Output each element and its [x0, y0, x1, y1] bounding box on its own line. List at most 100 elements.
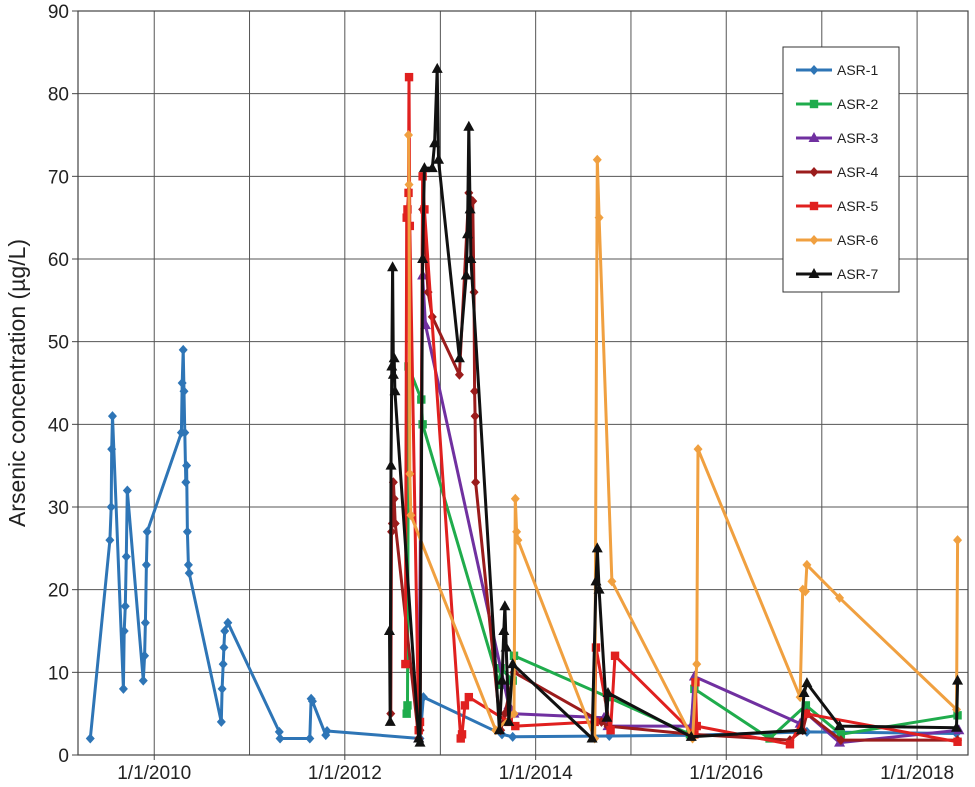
series-line-asr-1: [88, 348, 958, 740]
legend-marker-asr-5: [809, 201, 819, 211]
data-point-asr-1: [118, 683, 128, 694]
data-point-asr-1: [508, 731, 518, 742]
series-asr-1: [85, 344, 962, 744]
y-axis-ticks: 0 10 20 30 40 50 60 70 80 90: [48, 2, 78, 767]
data-point-asr-1: [138, 675, 148, 686]
data-point-asr-1: [122, 485, 132, 496]
x-tick-label: 1/1/2010: [117, 763, 191, 784]
data-point-asr-7: [591, 542, 603, 553]
data-point-asr-1: [120, 601, 130, 612]
data-point-asr-2: [495, 680, 504, 689]
data-point-asr-1: [216, 716, 226, 727]
legend-item-asr-1: ASR-1: [796, 62, 878, 78]
data-point-asr-1: [119, 626, 129, 636]
data-point-asr-7: [386, 360, 398, 371]
data-point-asr-7: [602, 687, 614, 697]
data-point-asr-4: [454, 369, 464, 380]
legend-marker-asr-1: [809, 65, 819, 75]
data-point-asr-7: [503, 715, 515, 726]
data-point-asr-1: [140, 617, 150, 628]
legend-marker-asr-7: [808, 268, 820, 278]
data-point-asr-7: [387, 261, 399, 272]
data-point-asr-1: [220, 626, 230, 636]
data-point-asr-1: [182, 460, 192, 471]
data-point-asr-6: [800, 586, 810, 597]
data-point-asr-7: [463, 120, 475, 131]
data-point-asr-1: [140, 650, 150, 661]
data-point-asr-1: [107, 411, 117, 422]
x-tick-label: 1/1/2012: [308, 763, 382, 784]
data-point-asr-1: [184, 568, 194, 579]
y-tick-label: 80: [48, 85, 69, 106]
data-point-asr-7: [507, 658, 519, 669]
data-point-asr-1: [85, 733, 95, 744]
data-point-asr-1: [322, 726, 332, 737]
data-point-asr-5: [464, 692, 474, 702]
y-tick-label: 70: [48, 167, 69, 188]
data-point-asr-7: [387, 368, 399, 379]
data-point-asr-1: [180, 427, 190, 438]
data-point-asr-1: [218, 659, 228, 670]
y-tick-label: 40: [48, 415, 69, 436]
data-point-asr-7: [798, 687, 810, 697]
data-point-asr-7: [951, 721, 963, 732]
data-point-asr-1: [105, 535, 115, 546]
plot-frame: [77, 10, 969, 756]
data-point-asr-1: [178, 344, 188, 355]
legend-label-asr-6: ASR-6: [837, 232, 878, 248]
legend-label-asr-3: ASR-3: [837, 130, 878, 146]
data-point-asr-5: [401, 659, 410, 669]
x-tick-label: 1/1/2014: [499, 763, 573, 784]
data-point-asr-6: [513, 535, 523, 546]
data-point-asr-7: [429, 137, 441, 148]
data-point-asr-5: [402, 213, 411, 222]
data-point-asr-6: [693, 444, 703, 455]
data-point-asr-1: [181, 477, 191, 488]
data-point-asr-5: [610, 651, 620, 660]
data-point-asr-1: [274, 726, 284, 737]
data-point-asr-7: [465, 253, 477, 263]
legend-item-asr-7: ASR-7: [796, 266, 878, 282]
data-point-asr-1: [182, 526, 192, 537]
data-point-asr-1: [179, 386, 189, 397]
data-point-asr-7: [593, 583, 605, 594]
data-point-asr-7: [952, 674, 964, 685]
legend: ASR-1 ASR-2 ASR-3 ASR-4 ASR-5 ASR-6 ASR-7: [782, 46, 900, 293]
data-point-asr-5: [801, 709, 811, 718]
data-point-asr-4: [836, 735, 846, 746]
data-point-asr-4: [471, 477, 481, 488]
data-point-asr-2: [403, 701, 412, 710]
data-point-asr-7: [389, 385, 401, 396]
data-point-asr-7: [383, 625, 395, 635]
data-point-asr-6: [692, 659, 702, 670]
data-point-asr-6: [404, 130, 414, 140]
data-point-asr-7: [464, 203, 476, 214]
data-point-asr-7: [601, 711, 613, 722]
data-point-asr-6: [406, 510, 416, 521]
data-point-asr-6: [607, 576, 617, 587]
legend-marker-asr-6: [809, 235, 819, 245]
data-point-asr-7: [499, 600, 511, 611]
data-point-asr-5: [785, 740, 795, 749]
data-point-asr-5: [460, 701, 470, 710]
data-point-asr-6: [592, 154, 602, 165]
data-point-asr-5: [953, 737, 962, 746]
data-point-asr-6: [594, 212, 604, 223]
data-point-asr-2: [801, 701, 811, 710]
data-point-asr-4: [390, 518, 400, 529]
y-tick-label: 10: [48, 663, 69, 684]
data-point-asr-1: [275, 733, 285, 744]
data-point-asr-1: [217, 683, 227, 694]
data-point-asr-7: [795, 724, 807, 735]
data-point-asr-7: [414, 736, 426, 747]
data-point-asr-7: [801, 677, 813, 688]
data-point-asr-2: [402, 709, 411, 718]
data-point-asr-1: [219, 642, 229, 653]
y-tick-label: 60: [48, 250, 69, 271]
legend-item-asr-5: ASR-5: [796, 198, 878, 214]
data-point-asr-7: [433, 153, 445, 164]
data-point-asr-1: [106, 502, 116, 512]
x-tick-label: 1/1/2016: [689, 763, 763, 784]
data-point-asr-7: [418, 162, 430, 173]
data-point-asr-6: [510, 493, 520, 504]
